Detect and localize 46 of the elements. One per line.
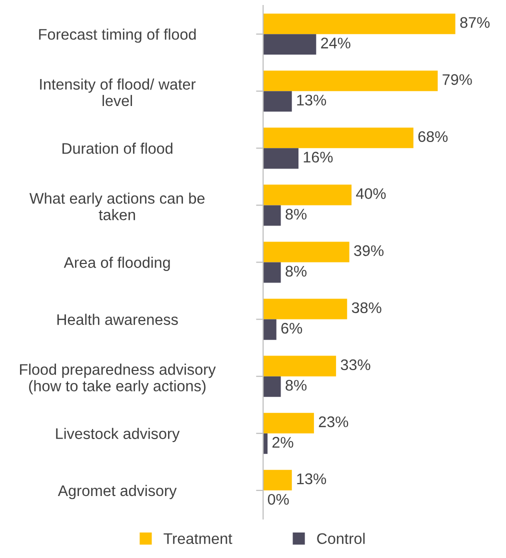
- bar: [263, 433, 268, 454]
- data-label: 68%: [418, 131, 448, 142]
- bar: [263, 70, 438, 92]
- bar: [263, 34, 316, 55]
- data-label: 0%: [268, 494, 289, 505]
- y-tick-label: Area of flooding: [64, 256, 170, 271]
- bar: [263, 184, 352, 206]
- data-label: 39%: [354, 245, 384, 256]
- legend-label: Control: [317, 532, 365, 544]
- data-label: 24%: [321, 38, 350, 48]
- bar: [263, 376, 281, 397]
- data-label: 40%: [356, 188, 386, 200]
- data-label: 16%: [304, 152, 333, 163]
- data-label: 8%: [286, 380, 307, 391]
- y-tick-label: Agromet advisory: [58, 484, 177, 500]
- bar: [263, 91, 292, 112]
- bar: [263, 412, 314, 434]
- data-label: 13%: [297, 94, 326, 106]
- data-label: 87%: [460, 17, 490, 28]
- y-tick-label: Livestock advisory: [56, 428, 180, 442]
- y-tick-label: Forecast timing of flood: [39, 28, 196, 43]
- data-label: 79%: [442, 74, 472, 85]
- data-label: 2%: [272, 436, 294, 448]
- data-label: 23%: [318, 416, 348, 428]
- y-tick-label: What early actions can be taken: [29, 192, 205, 220]
- bar: [263, 128, 414, 148]
- bar: [263, 14, 456, 34]
- y-tick-label: Duration of flood: [62, 142, 172, 154]
- bar: [263, 148, 298, 169]
- data-label: 6%: [281, 322, 302, 334]
- bar: [263, 298, 348, 320]
- bar: [263, 262, 281, 283]
- data-label: 8%: [286, 208, 307, 220]
- bar: [263, 242, 350, 262]
- y-tick-label: Flood preparedness advisory (how to take early actions): [20, 364, 216, 394]
- bar: [263, 205, 281, 226]
- legend-label: Treatment: [164, 533, 232, 544]
- bar: [263, 470, 292, 490]
- bar: [263, 356, 336, 376]
- data-label: 38%: [352, 302, 382, 314]
- y-tick-label: Health awareness: [57, 314, 178, 325]
- data-label: 33%: [340, 359, 370, 370]
- y-tick-label: Intensity of flood/ water level: [40, 78, 196, 106]
- data-label: 8%: [286, 266, 307, 277]
- data-label: 13%: [297, 473, 326, 484]
- bar: [263, 319, 276, 340]
